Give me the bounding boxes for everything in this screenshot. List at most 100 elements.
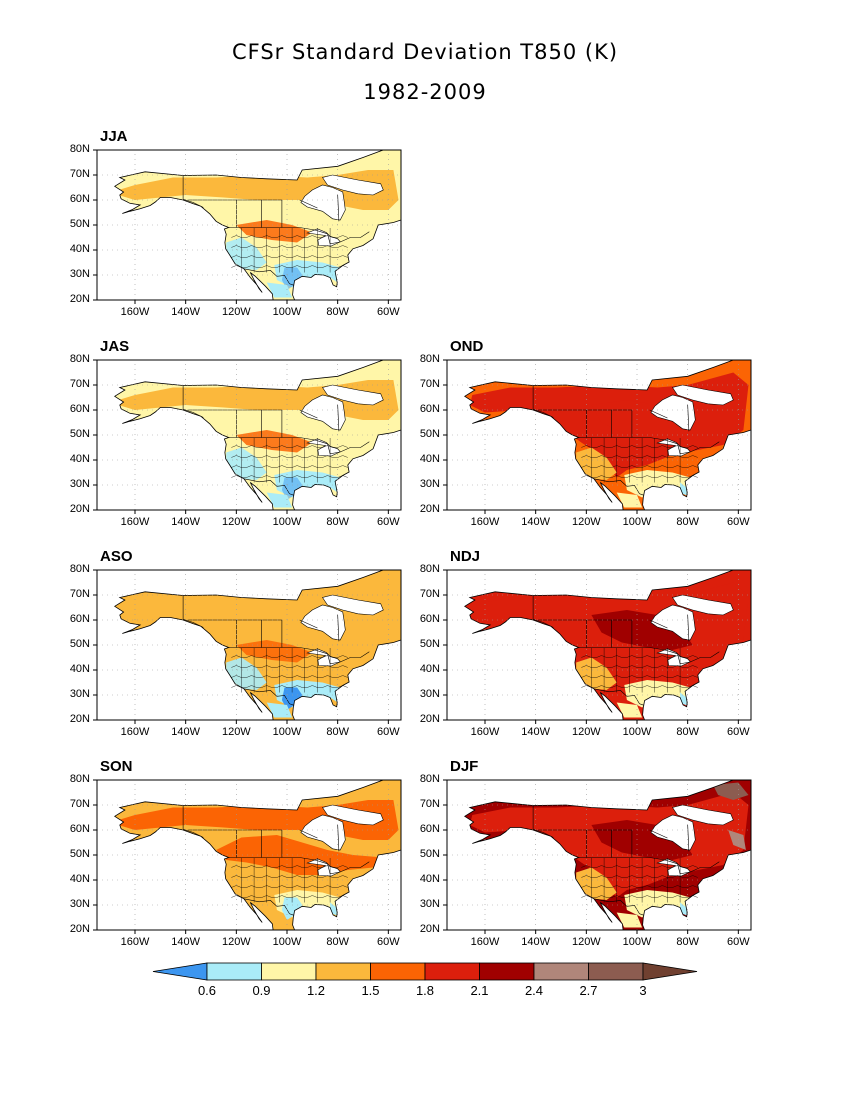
- lon-tick-label: 160W: [470, 936, 500, 948]
- lon-tick-label: 100W: [272, 306, 302, 318]
- lat-tick-label: 80N: [419, 353, 440, 365]
- lat-tick-label: 60N: [69, 193, 90, 205]
- political-borders: [532, 385, 720, 496]
- lat-tick-label: 80N: [69, 353, 90, 365]
- lon-tick-label: 160W: [120, 936, 150, 948]
- lat-tick-label: 30N: [69, 688, 90, 700]
- lon-tick-label: 120W: [221, 306, 251, 318]
- panel-djf: [443, 779, 752, 934]
- lat-tick-label: 20N: [419, 713, 440, 725]
- lon-tick-label: 120W: [221, 726, 251, 738]
- lat-tick-label: 50N: [69, 218, 90, 230]
- lon-tick-label: 140W: [171, 726, 201, 738]
- colorbar-swatch: [424, 962, 480, 981]
- lat-tick-label: 40N: [69, 453, 90, 465]
- lat-tick-label: 20N: [69, 293, 90, 305]
- lat-tick-label: 20N: [419, 503, 440, 515]
- lat-tick-label: 40N: [69, 663, 90, 675]
- colorbar-swatch: [533, 962, 589, 981]
- lat-tick-label: 70N: [69, 588, 90, 600]
- colorbar-low-arrow: [152, 962, 208, 981]
- lon-tick-label: 80W: [326, 936, 349, 948]
- lon-tick-label: 80W: [676, 726, 699, 738]
- colorbar-tick-label: 2.1: [470, 983, 489, 998]
- panel-aso: [93, 569, 402, 724]
- colorbar-swatch: [261, 962, 317, 981]
- lat-tick-label: 70N: [419, 588, 440, 600]
- lon-tick-label: 160W: [470, 516, 500, 528]
- lat-tick-label: 80N: [69, 563, 90, 575]
- lat-tick-label: 60N: [69, 613, 90, 625]
- hudson-bay: [650, 604, 696, 641]
- panel-label-jas: JAS: [100, 338, 130, 355]
- lon-tick-label: 120W: [571, 516, 601, 528]
- colorbar-tick-label: 2.7: [579, 983, 598, 998]
- graticule: [97, 780, 401, 930]
- panel-label-ndj: NDJ: [450, 548, 481, 565]
- colorbar-tick-label: 0.9: [252, 983, 271, 998]
- lat-tick-label: 20N: [69, 923, 90, 935]
- lon-tick-label: 60W: [377, 516, 400, 528]
- lon-tick-label: 60W: [377, 726, 400, 738]
- lat-tick-label: 30N: [69, 268, 90, 280]
- hudson-bay: [650, 394, 696, 431]
- panel-label-aso: ASO: [100, 548, 133, 565]
- political-borders: [182, 385, 370, 496]
- lat-tick-label: 60N: [69, 403, 90, 415]
- lon-tick-label: 160W: [120, 306, 150, 318]
- graticule: [447, 360, 751, 510]
- hudson-bay: [300, 184, 346, 221]
- panel-label-jja: JJA: [100, 128, 128, 145]
- lat-tick-label: 30N: [419, 688, 440, 700]
- lon-tick-label: 80W: [676, 516, 699, 528]
- panel-label-son: SON: [100, 758, 133, 775]
- lon-tick-label: 140W: [171, 516, 201, 528]
- political-borders: [532, 805, 720, 916]
- figure-title: CFSr Standard Deviation T850 (K): [231, 40, 619, 64]
- figure-subtitle: 1982-2009: [363, 80, 487, 104]
- colorbar: [152, 962, 698, 981]
- colorbar-swatch: [206, 962, 262, 981]
- lon-tick-label: 160W: [120, 726, 150, 738]
- lat-tick-label: 20N: [69, 713, 90, 725]
- lat-tick-label: 40N: [419, 873, 440, 885]
- lon-tick-label: 60W: [727, 516, 750, 528]
- lat-tick-label: 60N: [419, 403, 440, 415]
- lat-tick-label: 40N: [419, 663, 440, 675]
- graticule: [97, 360, 401, 510]
- colorbar-swatch: [588, 962, 644, 981]
- graticule: [447, 570, 751, 720]
- lat-tick-label: 50N: [419, 428, 440, 440]
- colorbar-swatch: [315, 962, 371, 981]
- lon-tick-label: 120W: [571, 936, 601, 948]
- panel-label-djf: DJF: [450, 758, 479, 775]
- graticule: [97, 570, 401, 720]
- political-borders: [532, 595, 720, 706]
- lon-tick-label: 100W: [272, 726, 302, 738]
- lat-tick-label: 70N: [419, 798, 440, 810]
- lon-tick-label: 100W: [622, 516, 652, 528]
- panel-ond: [443, 359, 752, 514]
- panel-jas: [93, 359, 402, 514]
- lon-tick-label: 140W: [521, 516, 551, 528]
- lat-tick-label: 40N: [419, 453, 440, 465]
- lat-tick-label: 50N: [419, 638, 440, 650]
- colorbar-tick-label: 0.6: [197, 983, 217, 998]
- lon-tick-label: 60W: [377, 306, 400, 318]
- political-borders: [182, 595, 370, 706]
- lon-tick-label: 140W: [521, 936, 551, 948]
- lat-tick-label: 30N: [69, 478, 90, 490]
- hudson-bay: [300, 604, 346, 641]
- lat-tick-label: 80N: [419, 773, 440, 785]
- lat-tick-label: 80N: [69, 143, 90, 155]
- lon-tick-label: 80W: [326, 306, 349, 318]
- lon-tick-label: 160W: [470, 726, 500, 738]
- lon-tick-label: 60W: [377, 936, 400, 948]
- lon-tick-label: 100W: [272, 936, 302, 948]
- lat-tick-label: 30N: [69, 898, 90, 910]
- lat-tick-label: 60N: [419, 613, 440, 625]
- lon-tick-label: 80W: [326, 516, 349, 528]
- lon-tick-label: 140W: [171, 306, 201, 318]
- political-borders: [182, 175, 370, 286]
- lat-tick-label: 50N: [69, 848, 90, 860]
